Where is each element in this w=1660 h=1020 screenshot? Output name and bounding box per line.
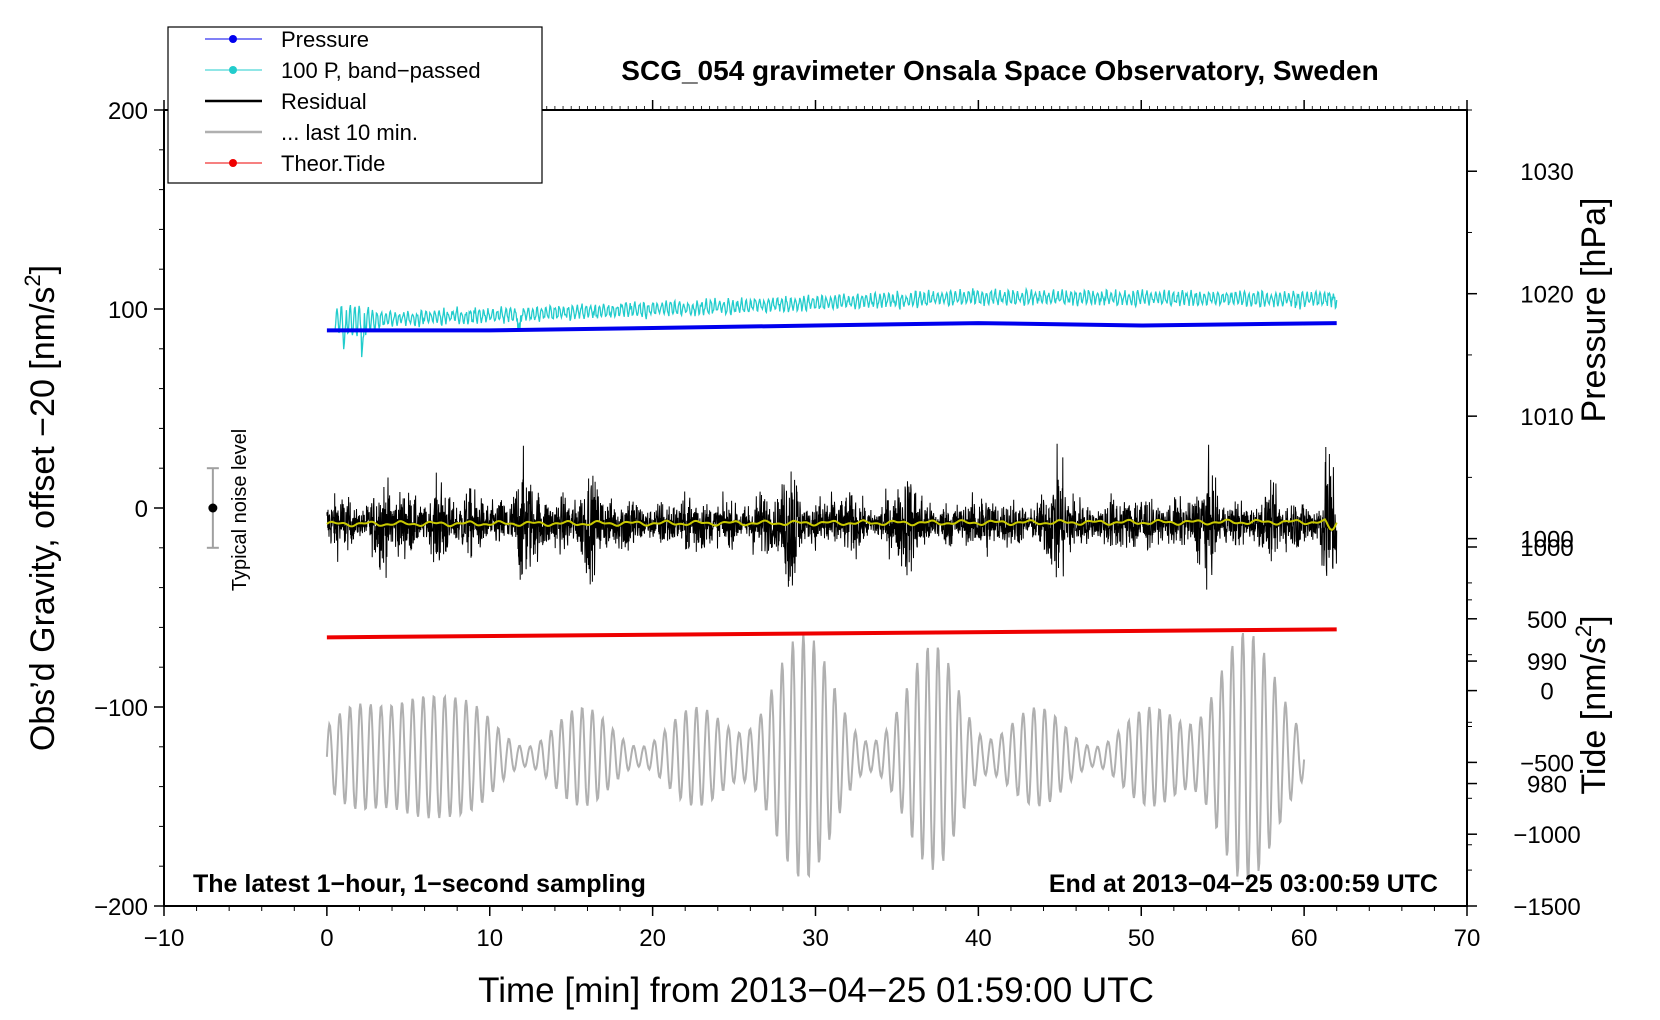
y-axis-left-label: Obs’d Gravity, offset −20 [nm/s2] [20, 265, 62, 751]
noise-center-dot [208, 503, 218, 513]
pressure-tick-label: 1000 [1520, 527, 1573, 554]
tide-tick-label: 1000 [1520, 535, 1573, 562]
tide-tick-label: −1000 [1513, 822, 1580, 849]
x-tick-label: 20 [639, 925, 666, 952]
pressure-tick-label: 1020 [1520, 282, 1573, 309]
tide-tick-label: −500 [1520, 750, 1574, 777]
x-tick-label: 40 [965, 925, 992, 952]
y-left-tick-label: −200 [94, 894, 148, 921]
pressure-tick-label: 1030 [1520, 159, 1573, 186]
x-tick-label: −10 [144, 925, 185, 952]
legend-label: Residual [281, 89, 367, 114]
x-tick-label: 30 [802, 925, 829, 952]
pressure-tick-label: 980 [1527, 772, 1567, 799]
y-axis-tide: 1000 500 0 −500 −1000 −1500 [1467, 535, 1581, 921]
y-axis-left-label-sup: 2 [20, 274, 45, 286]
legend-label: ... last 10 min. [281, 120, 418, 145]
annotation-end-time: End at 2013−04−25 03:00:59 UTC [1049, 870, 1438, 898]
series-pressure [326, 321, 1337, 333]
x-tick-label: 50 [1128, 925, 1155, 952]
noise-level-label: Typical noise level [229, 429, 251, 591]
y-left-tick-label: 200 [108, 98, 148, 125]
legend-marker [229, 159, 237, 167]
series-residual-smoothed [326, 518, 1338, 532]
legend-box [167, 26, 543, 184]
annotation-sampling: The latest 1−hour, 1−second sampling [193, 870, 646, 898]
y-axis-left: 200 100 0 −100 −200 [94, 98, 164, 921]
x-tick-label: 60 [1291, 925, 1318, 952]
series-layer [325, 286, 1338, 883]
pressure-tick-label: 1010 [1520, 404, 1573, 431]
x-tick-label: 10 [476, 925, 503, 952]
y-axis-tide-label-sup: 2 [1571, 625, 1596, 637]
legend-label: Theor.Tide [281, 151, 385, 176]
y-axis-tide-label-main: Tide [nm/s [1575, 637, 1613, 794]
legend-marker [229, 35, 237, 43]
legend-label: 100 P, band−passed [281, 58, 481, 83]
legend: Pressure 100 P, band−passed Residual ... la… [167, 26, 543, 184]
y-left-tick-label: 100 [108, 297, 148, 324]
y-axis-tide-label-end: ] [1575, 615, 1613, 624]
legend-marker [229, 66, 237, 74]
series-last-10-min [325, 632, 1306, 883]
x-tick-label: 0 [320, 925, 333, 952]
chart-title: SCG_054 gravimeter Onsala Space Observat… [621, 55, 1378, 86]
y-axis-pressure-label: Pressure [hPa] [1575, 198, 1613, 423]
tide-tick-label: 500 [1527, 607, 1567, 634]
y-left-tick-label: −100 [94, 695, 148, 722]
series-pressure-band-passed [334, 286, 1338, 358]
y-axis-pressure: 1030 1020 1010 1000 990 980 [1467, 109, 1574, 846]
x-axis: −10 0 10 20 30 40 50 60 70 [144, 100, 1481, 952]
y-axis-tide-label: Tide [nm/s2] [1571, 615, 1613, 794]
y-axis-left-label-end: ] [24, 265, 62, 274]
y-left-tick-label: 0 [135, 496, 148, 523]
legend-label: Pressure [281, 27, 369, 52]
pressure-tick-label: 990 [1527, 649, 1567, 676]
tide-tick-label: −1500 [1513, 894, 1580, 921]
y-axis-left-label-main: Obs’d Gravity, offset −20 [nm/s [24, 287, 62, 752]
noise-level-indicator [206, 467, 219, 549]
series-theor-tide [326, 627, 1337, 640]
x-tick-label: 70 [1454, 925, 1481, 952]
tide-tick-label: 0 [1540, 679, 1553, 706]
series-residual [326, 443, 1338, 590]
x-axis-label: Time [min] from 2013−04−25 01:59:00 UTC [478, 971, 1154, 1010]
